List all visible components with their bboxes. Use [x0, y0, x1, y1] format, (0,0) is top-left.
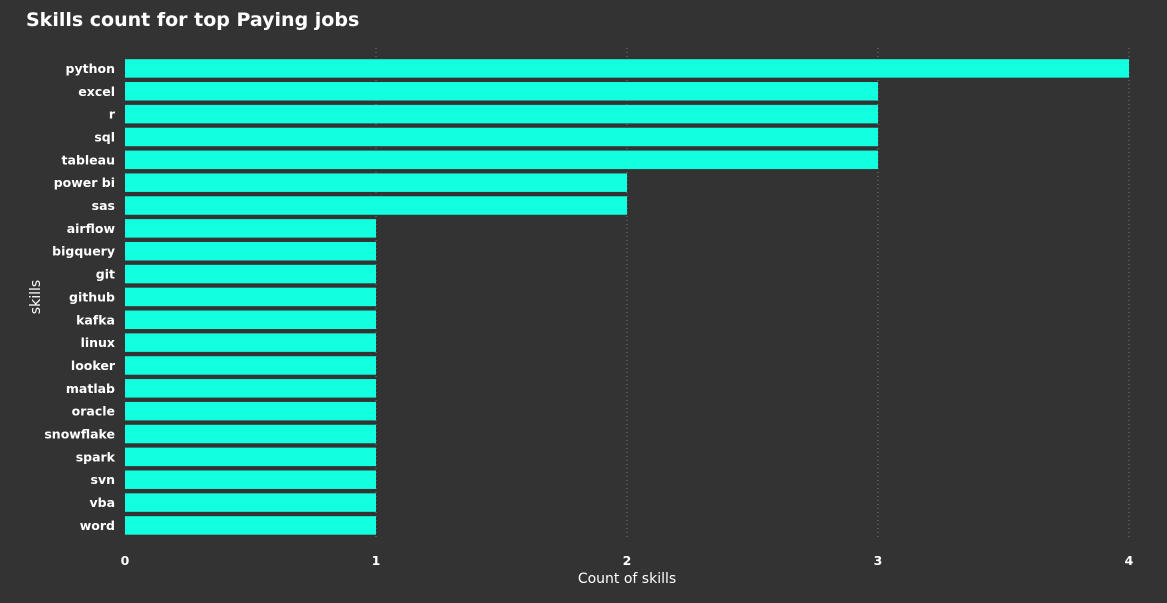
x-tick-label: 3: [874, 553, 883, 568]
category-label: bigquery: [52, 244, 115, 259]
bar-word[interactable]: [125, 516, 376, 535]
category-label: sas: [92, 198, 115, 213]
bar-r[interactable]: [125, 104, 878, 124]
category-label: r: [109, 107, 116, 122]
bar-tableau[interactable]: [125, 150, 878, 170]
bar-snowflake[interactable]: [125, 424, 376, 444]
bar-linux[interactable]: [125, 333, 376, 352]
category-label: power bi: [54, 175, 115, 190]
category-label: spark: [76, 449, 116, 464]
y-axis-title: skills: [28, 280, 44, 314]
bar-matlab[interactable]: [125, 379, 376, 398]
x-axis-ticks: 0 1 2 3 4: [121, 553, 1134, 568]
bar-kafka[interactable]: [125, 310, 376, 330]
bar-oracle[interactable]: [125, 401, 376, 421]
x-tick-label: 1: [372, 553, 381, 568]
category-label: oracle: [72, 404, 115, 419]
category-label: github: [69, 289, 115, 304]
category-label: python: [66, 61, 115, 76]
category-label: linux: [81, 335, 115, 350]
category-label: git: [96, 267, 115, 282]
category-label: kafka: [76, 312, 115, 327]
bar-svn[interactable]: [125, 470, 376, 489]
category-label: tableau: [62, 152, 115, 167]
bar-git[interactable]: [125, 264, 376, 284]
category-label: vba: [89, 495, 115, 510]
bar-python[interactable]: [125, 59, 1129, 78]
bar-vba[interactable]: [125, 493, 376, 512]
category-labels: python excel r sql tableau power bi sas airflow…: [44, 61, 115, 533]
bar-sas[interactable]: [125, 196, 627, 215]
bar-power-bi[interactable]: [125, 173, 627, 192]
bar-bigquery[interactable]: [125, 241, 376, 261]
bars: [125, 59, 1129, 535]
chart-title: Skills count for top Paying jobs: [26, 9, 360, 31]
bar-looker[interactable]: [125, 356, 376, 375]
bar-github[interactable]: [125, 287, 376, 307]
category-label: airflow: [67, 221, 116, 236]
bar-spark[interactable]: [125, 447, 376, 467]
bar-excel[interactable]: [125, 82, 878, 101]
category-label: sql: [94, 129, 115, 144]
category-label: excel: [78, 84, 115, 99]
category-label: looker: [71, 358, 116, 373]
x-tick-label: 4: [1125, 553, 1134, 568]
category-label: svn: [91, 472, 116, 487]
bar-sql[interactable]: [125, 127, 878, 147]
x-tick-label: 0: [121, 553, 130, 568]
category-label: matlab: [66, 381, 115, 396]
category-label: word: [80, 518, 115, 533]
category-label: snowflake: [44, 427, 115, 442]
x-axis-title: Count of skills: [578, 571, 676, 587]
x-tick-label: 2: [623, 553, 632, 568]
bar-airflow[interactable]: [125, 219, 376, 238]
